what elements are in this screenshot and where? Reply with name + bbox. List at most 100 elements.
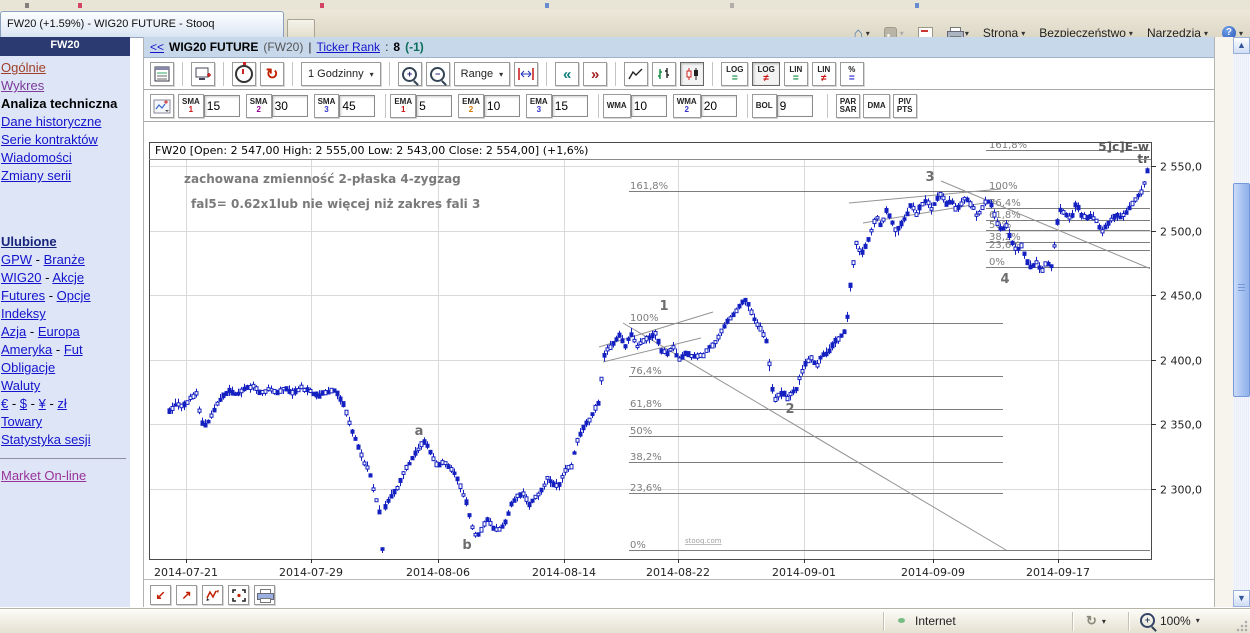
- scroll-down-button[interactable]: ▼: [1233, 590, 1250, 607]
- sidebar-item: Indeksy: [0, 305, 130, 323]
- indicator-toggle-sma2[interactable]: SMA 2: [245, 94, 272, 118]
- sidebar-link-[interactable]: $: [19, 396, 28, 411]
- indicator-toggle-sma1[interactable]: SMA 1: [178, 94, 204, 118]
- candle-body: [341, 401, 346, 408]
- sidebar-link-indeksy[interactable]: Indeksy: [1, 306, 46, 321]
- sidebar-link-wiadomo-ci[interactable]: Wiadomości: [1, 150, 72, 165]
- ohlc-chart-button[interactable]: [652, 62, 677, 86]
- sidebar-link-akcje[interactable]: Akcje: [52, 270, 85, 285]
- fullscreen-chart-button[interactable]: [191, 62, 215, 86]
- scale-button-log-eq[interactable]: LOG =: [721, 62, 749, 86]
- indicator-period-input-sma2[interactable]: [271, 95, 308, 117]
- range-dropdown[interactable]: Range ▾: [453, 62, 511, 86]
- indicator-toggle-ema2[interactable]: EMA 2: [458, 94, 484, 118]
- sidebar-link-towary[interactable]: Towary: [1, 414, 43, 429]
- indicator-period-input-wma[interactable]: [630, 95, 667, 117]
- indicator-period-input-ema1[interactable]: [416, 95, 453, 117]
- quotes-table-button[interactable]: [150, 62, 174, 86]
- sidebar-link-ameryka[interactable]: Ameryka: [1, 342, 53, 357]
- sidebar-link-fut[interactable]: Fut: [63, 342, 83, 357]
- trend-down-button[interactable]: ↙: [150, 585, 171, 605]
- indicator-period-input-sma3[interactable]: [339, 95, 376, 117]
- draw-tools-button[interactable]: [150, 94, 174, 118]
- sidebar-link-bran-e[interactable]: Branże: [43, 252, 85, 267]
- indicator-period-input-bol[interactable]: [776, 95, 813, 117]
- sidebar-link-opcje[interactable]: Opcje: [56, 288, 91, 303]
- tools-menu-button[interactable]: Narzędzia ▾: [1142, 24, 1213, 42]
- safety-menu-button[interactable]: Bezpieczeństwo ▾: [1034, 24, 1138, 42]
- indicator-toggle-ema1[interactable]: EMA 1: [390, 94, 417, 118]
- ticker-rank-link[interactable]: Ticker Rank: [316, 40, 381, 54]
- candle-body: [395, 486, 400, 491]
- line-chart-button[interactable]: [624, 62, 649, 86]
- sidebar-link-waluty[interactable]: Waluty: [1, 378, 41, 393]
- indicator-toggle-wma[interactable]: WMA: [602, 94, 631, 118]
- expand-button[interactable]: [228, 585, 249, 605]
- sidebar-link-zmiany-serii[interactable]: Zmiany serii: [1, 168, 72, 183]
- new-tab-button[interactable]: [287, 19, 315, 38]
- sidebar-link-market-on-line[interactable]: Market On-line: [1, 468, 87, 483]
- candle-body: [827, 348, 832, 354]
- sidebar-link-[interactable]: ¥: [38, 396, 46, 411]
- sidebar-link-[interactable]: €: [1, 396, 9, 411]
- sidebar-link-dane-historyczne[interactable]: Dane historyczne: [1, 114, 102, 129]
- sidebar-link-obligacje[interactable]: Obligacje: [1, 360, 56, 375]
- candle-body: [356, 444, 361, 450]
- scroll-right-button[interactable]: »: [583, 62, 608, 86]
- sidebar-link-og-lnie[interactable]: Ogólnie: [1, 60, 46, 75]
- auto-refresh-button[interactable]: [232, 62, 256, 86]
- scroll-left-button[interactable]: «: [555, 62, 580, 86]
- sidebar-link-serie-kontrakt-w[interactable]: Serie kontraktów: [1, 132, 98, 147]
- rss-button[interactable]: ▾: [879, 25, 909, 42]
- overlay-button-par-sar[interactable]: PAR SAR: [835, 94, 861, 118]
- indicator-period-input-ema3[interactable]: [551, 95, 588, 117]
- overlay-button-dma[interactable]: DMA: [863, 94, 890, 118]
- browser-tab[interactable]: FW20 (+1.59%) - WIG20 FUTURE - Stooq: [0, 11, 284, 37]
- candle-body: [1100, 229, 1105, 234]
- refresh-button[interactable]: ↻: [260, 62, 284, 86]
- indicator-toggle-sma3[interactable]: SMA 3: [313, 94, 340, 118]
- protected-mode-button[interactable]: ↻ ▾: [1086, 613, 1106, 629]
- interval-dropdown[interactable]: 1 Godzinny ▾: [301, 62, 381, 86]
- sidebar-link-wig20[interactable]: WIG20: [1, 270, 42, 285]
- zoom-in-button[interactable]: +: [397, 62, 422, 86]
- scale-button-lin-neq[interactable]: LIN ≠: [811, 62, 836, 86]
- home-button[interactable]: ⌂ ▾: [849, 23, 875, 44]
- sidebar-link-statystyka-sesji[interactable]: Statystyka sesji: [1, 432, 91, 447]
- overlay-button-piv-pts[interactable]: PIV PTS: [892, 94, 917, 118]
- scale-button-lin-eq[interactable]: LIN =: [783, 62, 808, 86]
- back-link[interactable]: <<: [150, 40, 165, 54]
- sidebar-link-europa[interactable]: Europa: [37, 324, 80, 339]
- help-menu-button[interactable]: ? ▾: [1217, 24, 1248, 42]
- sidebar-link-wykres[interactable]: Wykres: [1, 78, 45, 93]
- scale-button-log-neq[interactable]: LOG ≠: [752, 62, 780, 86]
- sidebar-link-z[interactable]: zł: [57, 396, 67, 411]
- sidebar-link-futures[interactable]: Futures: [1, 288, 46, 303]
- sidebar-link-ulubione[interactable]: Ulubione: [1, 234, 57, 249]
- sidebar-link-gpw[interactable]: GPW: [1, 252, 33, 267]
- indicator-period-input-sma1[interactable]: [203, 95, 240, 117]
- zoom-out-button[interactable]: −: [425, 62, 450, 86]
- indicator-period-input-wma2[interactable]: [700, 95, 737, 117]
- scale-button-pct-eq[interactable]: % =: [839, 62, 864, 86]
- zoom-level-button[interactable]: + 100% ▾: [1140, 613, 1200, 628]
- indicator-toggle-wma2[interactable]: WMA 2: [672, 94, 701, 118]
- scroll-up-button[interactable]: ▲: [1233, 37, 1250, 54]
- indicator-period-input-ema2[interactable]: [483, 95, 520, 117]
- print-chart-button[interactable]: [254, 585, 275, 605]
- candle-body: [263, 389, 268, 394]
- scrollbar-thumb[interactable]: [1233, 183, 1250, 397]
- page-menu-button[interactable]: Strona ▾: [978, 24, 1030, 42]
- sidebar-link-azja[interactable]: Azja: [1, 324, 27, 339]
- trend-up-button[interactable]: ↗: [176, 585, 197, 605]
- resize-grip[interactable]: [1236, 620, 1248, 632]
- vertical-scrollbar[interactable]: ▲ ▼: [1233, 37, 1250, 607]
- candle-body: [884, 208, 889, 213]
- ticker-header-bar: << WIG20 FUTURE (FW20) | Ticker Rank: 8 …: [144, 37, 1214, 58]
- fit-range-button[interactable]: [514, 62, 539, 86]
- zigzag-button[interactable]: [202, 585, 223, 605]
- sidebar-item: GPW - Branże: [1, 252, 85, 267]
- indicator-toggle-bol[interactable]: BOL: [751, 94, 777, 118]
- candlestick-chart-button[interactable]: [680, 62, 705, 86]
- indicator-toggle-ema3[interactable]: EMA 3: [525, 94, 552, 118]
